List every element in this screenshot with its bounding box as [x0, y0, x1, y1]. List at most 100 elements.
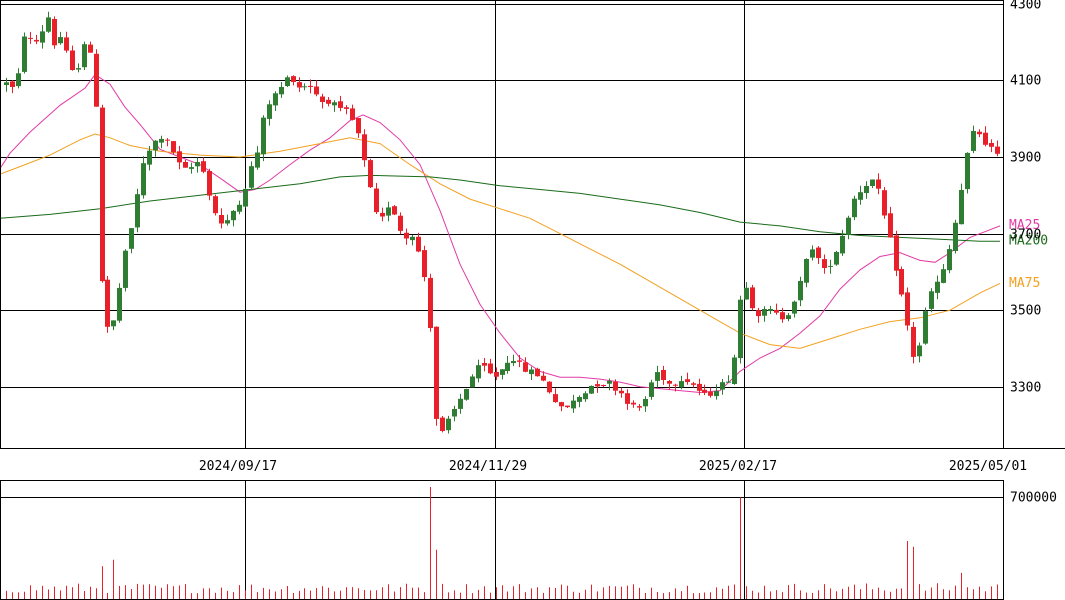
candle-down	[619, 390, 624, 394]
candle-down	[488, 363, 493, 374]
candle-up	[386, 207, 391, 216]
candle-down	[995, 146, 1000, 154]
price-tick-label: 4100	[1010, 74, 1041, 89]
candle-up	[858, 192, 863, 200]
candle-up	[589, 385, 594, 394]
candle-up	[249, 166, 254, 188]
candle-up	[744, 287, 749, 300]
candle-down	[88, 44, 93, 53]
candle-up	[452, 409, 457, 417]
candle-down	[94, 53, 99, 107]
candle-down	[983, 132, 988, 145]
candle-up	[583, 393, 588, 400]
candle-up	[505, 362, 510, 371]
volume-axis-ticks: 700000	[1010, 491, 1057, 506]
price-panel-frame	[0, 0, 1004, 449]
candle-down	[691, 383, 696, 385]
candle-down	[416, 236, 421, 252]
candle-up	[762, 309, 767, 316]
candle-down	[338, 101, 343, 108]
candle-up	[302, 86, 307, 88]
candle-down	[213, 196, 218, 214]
candle-up	[58, 37, 63, 44]
candle-up	[810, 249, 815, 258]
price-axis-ticks: 4300 4100 3900 3700 3500 3300	[1010, 0, 1041, 396]
ma-label-ma25: MA25	[1009, 218, 1040, 233]
candle-down	[905, 292, 910, 326]
candle-up	[864, 186, 869, 193]
candle-down	[344, 107, 349, 109]
candle-up	[768, 309, 773, 311]
candle-down	[553, 394, 558, 403]
candle-down	[320, 96, 325, 102]
date-axis: 2024/09/17 2024/11/29 2025/02/17 2025/05/01	[0, 448, 1065, 474]
candle-down	[314, 86, 319, 95]
candle-down	[368, 160, 373, 188]
candle-up	[798, 281, 803, 301]
candle-down	[207, 171, 212, 196]
candle-down	[876, 179, 881, 189]
candle-down	[989, 143, 994, 147]
candle-up	[470, 376, 475, 388]
candle-down	[404, 232, 409, 239]
candle-up	[720, 382, 725, 390]
candle-up	[732, 357, 737, 384]
candle-up	[571, 400, 576, 409]
date-tick-label: 2024/11/29	[449, 459, 527, 474]
candle-down	[697, 383, 702, 391]
candle-up	[285, 77, 290, 86]
volume-panel: 700000	[0, 480, 1057, 600]
candle-down	[350, 108, 355, 120]
candle-down	[702, 389, 707, 393]
candle-down	[601, 385, 606, 386]
candle-up	[332, 102, 337, 106]
candle-up	[111, 320, 116, 327]
candle-down	[977, 131, 982, 135]
candle-up	[159, 138, 164, 143]
candle-up	[261, 117, 266, 155]
candle-down	[422, 250, 427, 278]
candle-up	[738, 299, 743, 359]
candle-up	[279, 87, 284, 95]
candle-down	[541, 375, 546, 381]
candle-up	[649, 382, 654, 397]
candle-up	[804, 259, 809, 283]
candle-up	[947, 249, 952, 271]
candle-down	[888, 213, 893, 238]
candle-down	[780, 312, 785, 320]
candle-down	[171, 141, 176, 153]
candle-down	[100, 107, 105, 282]
candle-up	[577, 397, 582, 402]
candle-up	[40, 31, 45, 43]
candle-down	[708, 391, 713, 396]
candle-down	[201, 161, 206, 172]
candle-down	[177, 151, 182, 163]
candlesticks	[4, 11, 1000, 434]
candle-down	[661, 370, 666, 380]
candle-up	[117, 287, 122, 321]
candle-up	[123, 250, 128, 288]
candle-up	[834, 252, 839, 265]
candle-up	[243, 188, 248, 207]
candle-down	[428, 277, 433, 328]
candle-down	[64, 37, 69, 51]
candle-down	[10, 81, 15, 87]
candle-up	[225, 220, 230, 224]
candle-down	[894, 235, 899, 271]
date-tick-label: 2025/05/01	[949, 459, 1027, 474]
candle-up	[231, 210, 236, 221]
candle-up	[714, 391, 719, 397]
candle-up	[786, 315, 791, 319]
candle-down	[774, 309, 779, 313]
candle-up	[255, 152, 260, 168]
candle-down	[911, 326, 916, 357]
candle-down	[105, 279, 110, 327]
candle-up	[141, 163, 146, 196]
candle-up	[870, 179, 875, 186]
candle-up	[76, 68, 81, 70]
price-tick-label: 4300	[1010, 0, 1041, 13]
price-grid	[0, 0, 1003, 448]
candle-down	[816, 247, 821, 259]
candle-down	[882, 190, 887, 216]
